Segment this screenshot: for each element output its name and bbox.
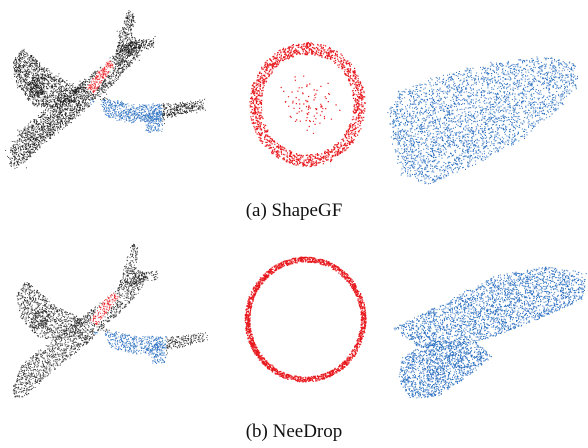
surface-patch-point-cloud — [393, 266, 587, 399]
ring-slice-point-cloud — [249, 42, 366, 168]
airplane-point-cloud — [5, 10, 206, 169]
surface-patch-point-cloud — [387, 56, 578, 185]
panel-b — [0, 232, 588, 416]
airplane-point-cloud — [12, 243, 208, 398]
caption-b: (b) NeeDrop — [245, 421, 343, 442]
panel-a — [0, 0, 588, 196]
caption-a: (a) ShapeGF — [245, 200, 343, 221]
panel-a-canvas — [5, 10, 578, 185]
ring-slice-point-cloud — [244, 256, 367, 383]
panel-b-canvas — [12, 243, 587, 399]
